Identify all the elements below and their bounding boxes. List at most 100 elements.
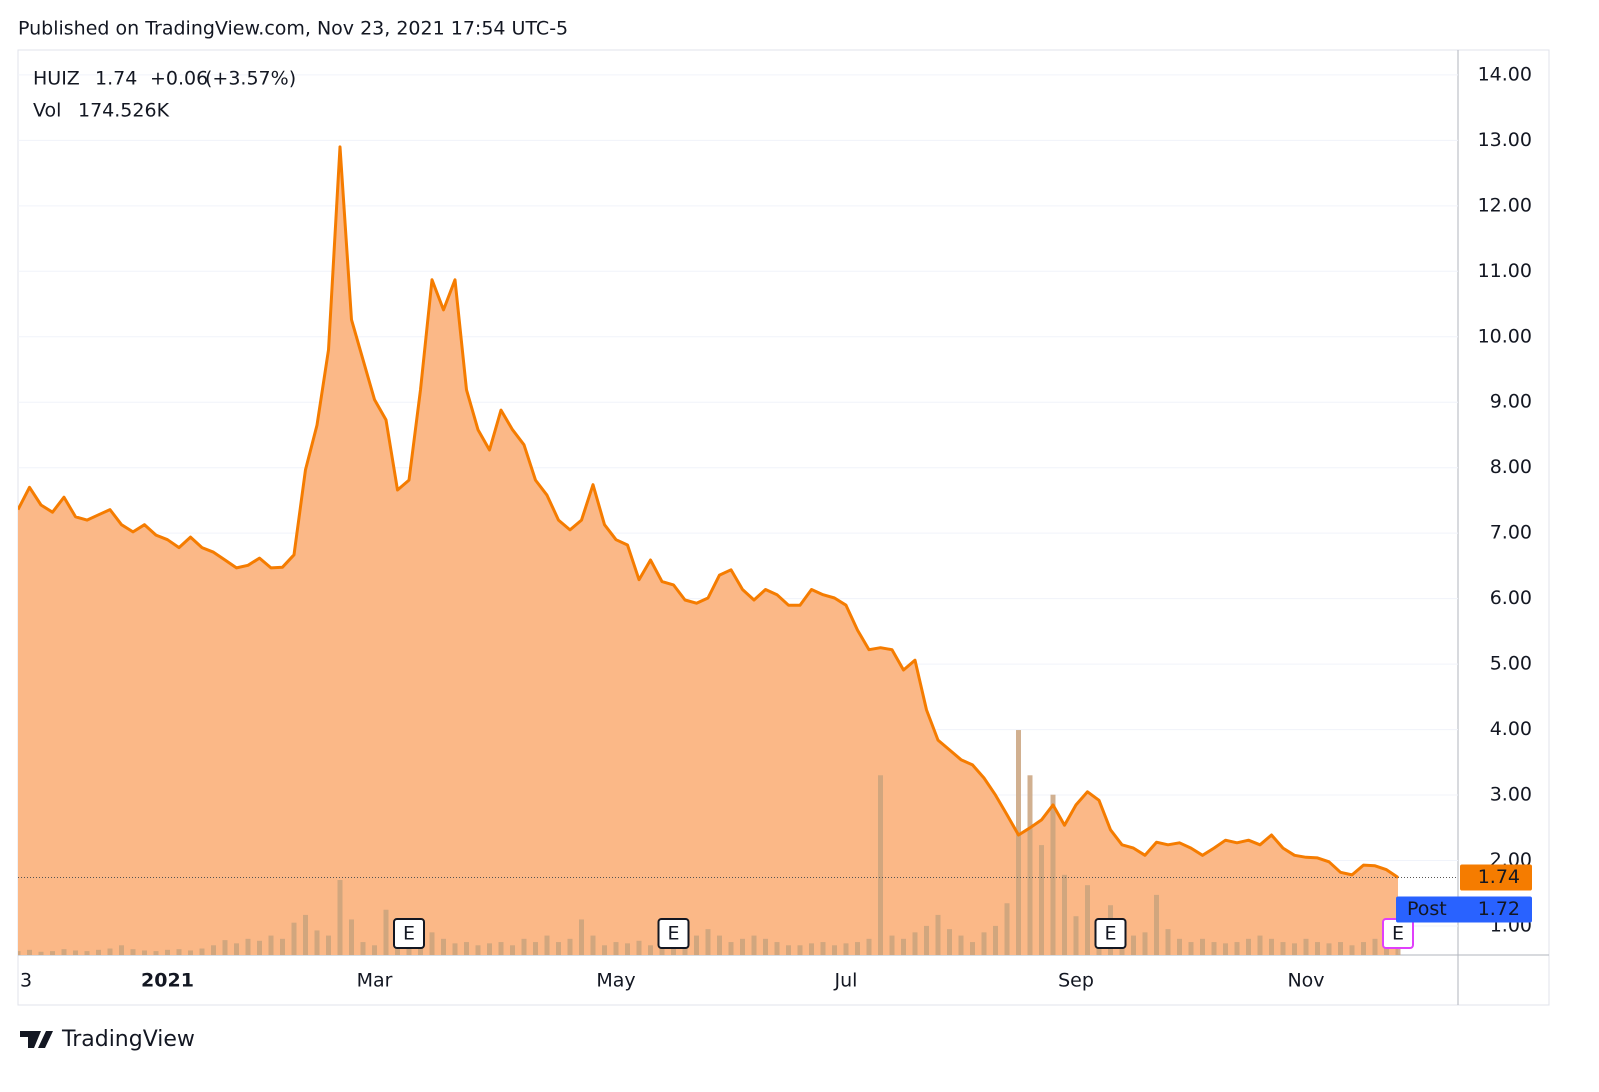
volume-bar [429, 932, 435, 955]
volume-bar [487, 943, 492, 955]
volume-bar [590, 935, 596, 955]
y-tick-label: 4.00 [1490, 718, 1532, 740]
price-line [18, 145, 1399, 879]
volume-bar [912, 932, 918, 955]
volume-bar [728, 942, 734, 955]
volume-bar [1338, 942, 1343, 955]
x-tick-label: Sep [1058, 970, 1094, 992]
volume-bar [705, 929, 711, 955]
volume-bar [337, 880, 343, 955]
earnings-marker-label: E [667, 923, 679, 945]
volume-bar [901, 938, 906, 955]
published-note: Published on TradingView.com, Nov 23, 20… [18, 18, 568, 40]
volume-bar [130, 949, 136, 955]
volume-bar [441, 938, 446, 955]
y-tick-label: 14.00 [1478, 63, 1532, 85]
volume-bar [820, 942, 826, 955]
volume-bar [1073, 916, 1079, 955]
plot [18, 145, 1458, 955]
volume-bar [613, 942, 619, 955]
volume-bar [222, 940, 228, 955]
volume-bar [935, 914, 941, 955]
volume-bar [498, 942, 504, 955]
volume-bar [291, 922, 297, 955]
x-tick-label: May [596, 970, 635, 992]
volume-bar [211, 945, 216, 955]
volume-bar [153, 951, 159, 955]
volume-bar [694, 935, 699, 955]
volume-bar [1142, 932, 1148, 955]
legend-change-pct: (+3.57%) [205, 68, 296, 90]
y-tick-label: 7.00 [1490, 522, 1532, 544]
earnings-marker [393, 918, 425, 949]
overlay: 1.002.003.004.005.006.007.008.009.0010.0… [20, 63, 1532, 992]
volume-bar [142, 950, 147, 955]
y-tick-label: 11.00 [1478, 260, 1532, 282]
post-name: Post [1407, 898, 1447, 920]
volume-bar [475, 945, 481, 955]
last-price-box [1460, 864, 1532, 891]
volume-bar [866, 938, 872, 955]
x-tick-label: Nov [1287, 970, 1324, 992]
volume-bar [1303, 938, 1309, 955]
volume-bar [176, 949, 182, 955]
volume-bar [958, 935, 964, 955]
volume-bar [38, 951, 44, 955]
last-price-label: 1.74 [1478, 866, 1520, 888]
volume-bar [1269, 938, 1274, 955]
volume-bar [119, 945, 124, 955]
logo: TradingView [20, 1027, 195, 1052]
volume-bar [855, 942, 860, 955]
volume-bar [878, 775, 883, 955]
volume-bar [843, 943, 849, 955]
volume-bar [556, 942, 561, 955]
volume-bar [96, 949, 101, 955]
volume-bar [947, 929, 952, 955]
volume-bar [165, 949, 170, 955]
volume-bar [1234, 942, 1240, 955]
volume-bar [234, 943, 239, 955]
volume-bar [73, 950, 78, 955]
volume-bar [107, 948, 113, 955]
volume-bar [383, 909, 389, 955]
volume-bar [1315, 942, 1320, 955]
volume-bar [889, 935, 895, 955]
volume-bar [717, 935, 722, 955]
logo-mark [20, 1031, 53, 1048]
volume-bar [280, 938, 285, 955]
volume-bar [360, 942, 366, 955]
volume-bar [245, 938, 251, 955]
y-tick-label: 3.00 [1490, 784, 1532, 806]
post-box [1396, 896, 1532, 923]
volume-bar [763, 938, 768, 955]
y-tick-label: 6.00 [1490, 587, 1532, 609]
x-tick-label: Mar [357, 970, 393, 992]
earnings-marker [657, 918, 690, 949]
volume-bar [268, 935, 274, 955]
y-tick-label: 10.00 [1478, 325, 1532, 347]
volume-bar [786, 945, 791, 955]
volume-bar [1349, 945, 1355, 955]
x-tick-label: 2021 [141, 970, 194, 992]
x-tick-label: 3 [20, 970, 32, 992]
legend-volume-value: 174.526K [78, 100, 170, 122]
volume-bar [970, 942, 975, 955]
volume-bar [1085, 885, 1090, 955]
volume-bar [1223, 943, 1228, 955]
volume-bar [636, 940, 642, 955]
volume-bar [648, 945, 653, 955]
volume-bar [510, 945, 515, 955]
earnings-marker-label: E [1104, 923, 1116, 945]
volume-bar [832, 945, 837, 955]
volume-bar [18, 951, 21, 955]
volume-bar [1361, 942, 1366, 955]
earnings-marker [1094, 918, 1127, 949]
volume-bar [1062, 874, 1067, 955]
y-tick-label: 9.00 [1490, 391, 1532, 413]
y-tick-label: 12.00 [1478, 194, 1532, 216]
volume-bar [1200, 938, 1205, 955]
volume-bar [1292, 943, 1297, 955]
volume-bar [533, 942, 538, 955]
legend-last: 1.74 [95, 68, 137, 90]
volume-bar [61, 949, 67, 955]
